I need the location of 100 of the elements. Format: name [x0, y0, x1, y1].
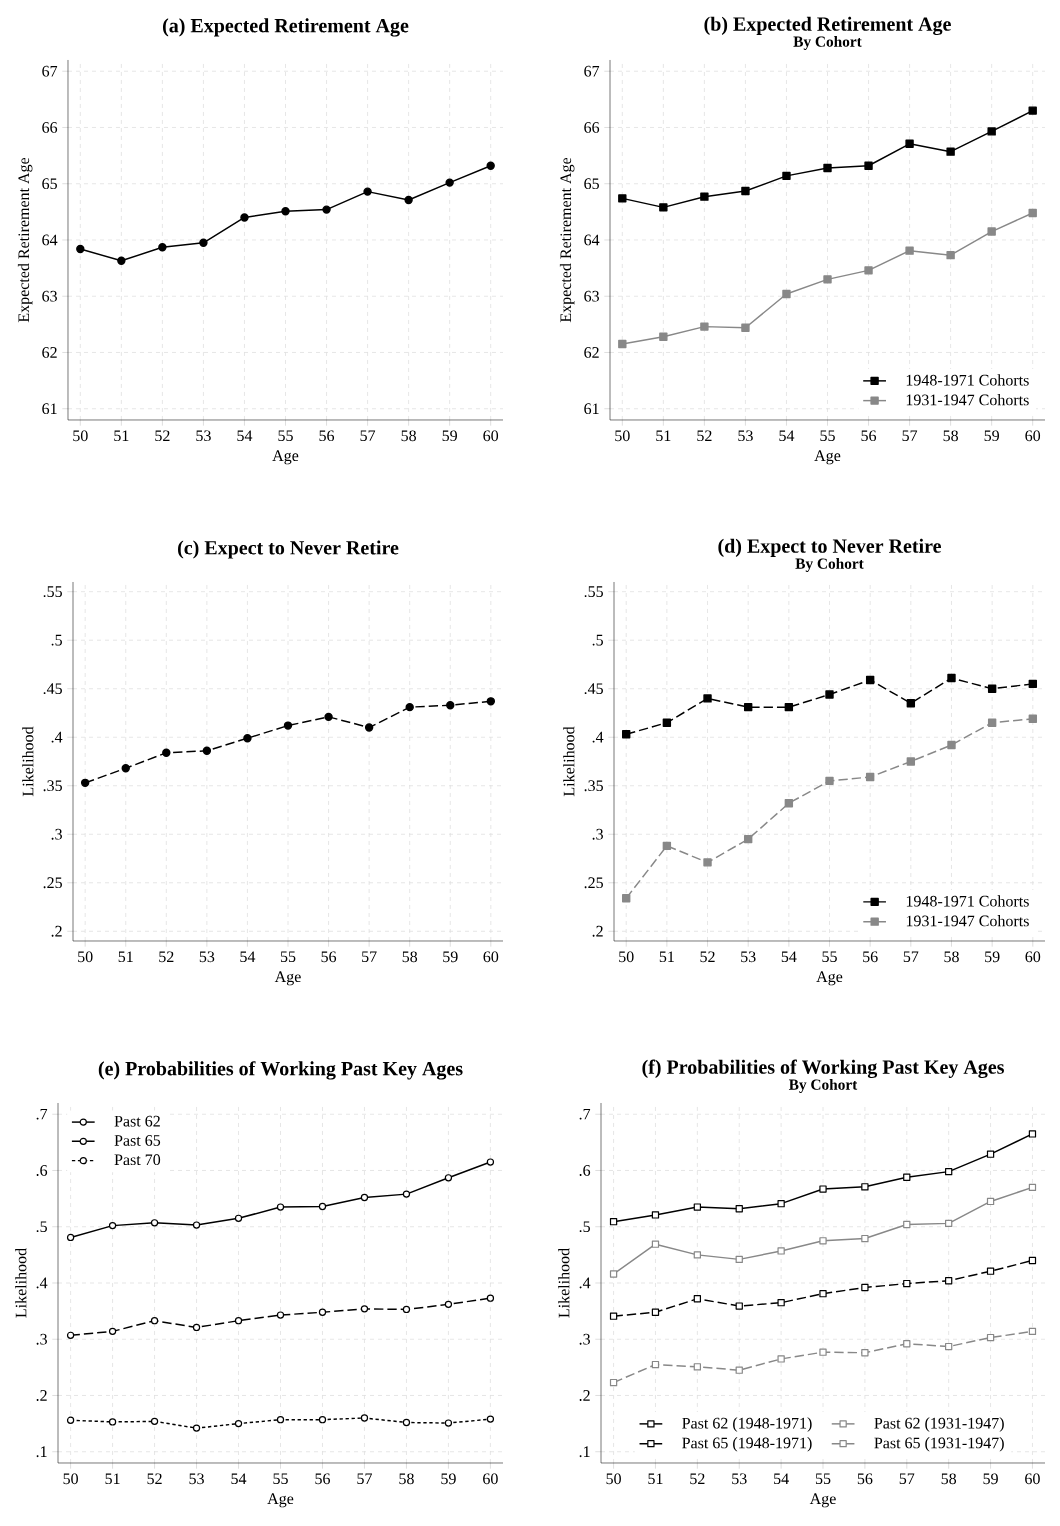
y-tick-label: 65: [42, 178, 57, 190]
point: [276, 1203, 285, 1211]
point: [946, 147, 955, 156]
y-tick-label: .5: [592, 634, 603, 646]
point: [823, 275, 832, 284]
point: [402, 1190, 411, 1198]
point: [276, 1311, 285, 1319]
point: [735, 1205, 743, 1213]
y-tick-label: .5: [36, 1221, 47, 1233]
y-tick-label: .55: [584, 586, 603, 598]
y-tick-label: 66: [42, 122, 58, 133]
point: [987, 718, 997, 727]
x-tick-label: 56: [861, 430, 877, 442]
point: [986, 1267, 995, 1275]
x-tick-label: 59: [985, 951, 1000, 963]
y-tick-label: 67: [584, 65, 600, 77]
point: [987, 227, 996, 236]
y-tick-label: .2: [51, 925, 62, 937]
x-tick-label: 54: [237, 430, 253, 442]
point: [986, 1333, 995, 1342]
x-tick-label: 50: [619, 951, 634, 963]
point: [777, 1299, 785, 1307]
point: [486, 1294, 495, 1302]
x-tick-label: 58: [943, 430, 958, 442]
point: [108, 1418, 117, 1426]
y-tick-label: 64: [584, 234, 600, 246]
point: [946, 250, 955, 260]
x-tick-label: 50: [78, 951, 93, 963]
x-tick-label: 51: [648, 1473, 663, 1485]
point: [234, 1317, 243, 1325]
point: [945, 1342, 953, 1351]
point: [741, 323, 750, 332]
point: [905, 246, 914, 255]
y-tick-label: .5: [579, 1221, 590, 1233]
point: [743, 834, 753, 844]
point: [609, 1270, 618, 1278]
point: [825, 690, 834, 699]
point: [861, 1283, 869, 1292]
y-axis-title: Likelihood: [22, 726, 34, 797]
point: [360, 1414, 369, 1422]
y-tick-label: .3: [51, 828, 62, 840]
point: [1028, 1183, 1037, 1192]
point: [318, 1202, 327, 1211]
point: [121, 764, 130, 773]
y-axis-title: Likelihood: [15, 1248, 27, 1318]
y-tick-label: 65: [584, 178, 599, 190]
x-tick-label: 58: [401, 430, 416, 442]
x-tick-label: 60: [483, 1473, 498, 1485]
legend-label: Past 65 (1931-1947): [874, 1437, 1004, 1452]
point: [703, 694, 712, 703]
point: [651, 1360, 660, 1369]
y-tick-label: .1: [36, 1446, 47, 1458]
point: [117, 256, 126, 265]
point: [360, 1193, 369, 1202]
point: [622, 730, 631, 739]
x-tick-label: 60: [1025, 951, 1041, 963]
y-tick-label: .1: [579, 1446, 590, 1458]
x-tick-label: 55: [822, 951, 837, 963]
y-tick-label: .3: [579, 1333, 590, 1345]
chart-subtitle: By Cohort: [788, 1079, 858, 1093]
x-tick-label: 54: [781, 951, 797, 963]
point: [402, 1418, 411, 1427]
point: [823, 163, 832, 173]
x-tick-label: 58: [402, 951, 418, 963]
point: [987, 127, 996, 136]
point: [1028, 714, 1038, 723]
x-axis-title: Age: [809, 1493, 836, 1508]
point: [158, 243, 167, 252]
x-tick-label: 57: [903, 951, 919, 963]
y-tick-label: .5: [51, 634, 62, 646]
y-tick-label: 67: [42, 65, 58, 77]
x-tick-label: 56: [321, 951, 337, 963]
x-tick-label: 52: [700, 951, 715, 963]
point: [360, 1305, 369, 1313]
x-tick-label: 57: [357, 1473, 372, 1485]
point: [700, 192, 709, 201]
y-tick-label: .6: [36, 1165, 48, 1176]
x-tick-label: 56: [319, 430, 335, 442]
x-tick-label: 60: [483, 430, 499, 442]
y-tick-label: .7: [36, 1108, 48, 1120]
y-tick-label: .4: [51, 731, 63, 743]
point: [192, 1221, 201, 1229]
x-tick-label: 55: [280, 951, 296, 963]
point: [693, 1295, 702, 1303]
legend-label: 1948-1971 Cohorts: [906, 374, 1029, 386]
x-axis-title: Age: [814, 450, 841, 465]
chart-title: (e) Probabilities of Working Past Key Ages: [98, 1061, 463, 1080]
x-tick-label: 50: [606, 1473, 621, 1485]
y-tick-label: .2: [592, 925, 603, 937]
chart-title: (c) Expect to Never Retire: [178, 540, 399, 559]
point: [486, 1158, 495, 1166]
x-tick-label: 55: [278, 430, 293, 442]
point: [1028, 208, 1037, 218]
x-tick-label: 60: [1025, 430, 1041, 442]
point: [906, 699, 916, 708]
point: [662, 718, 672, 727]
point: [486, 1415, 495, 1423]
point: [1028, 106, 1037, 115]
point: [784, 702, 794, 712]
x-tick-label: 54: [240, 951, 256, 963]
